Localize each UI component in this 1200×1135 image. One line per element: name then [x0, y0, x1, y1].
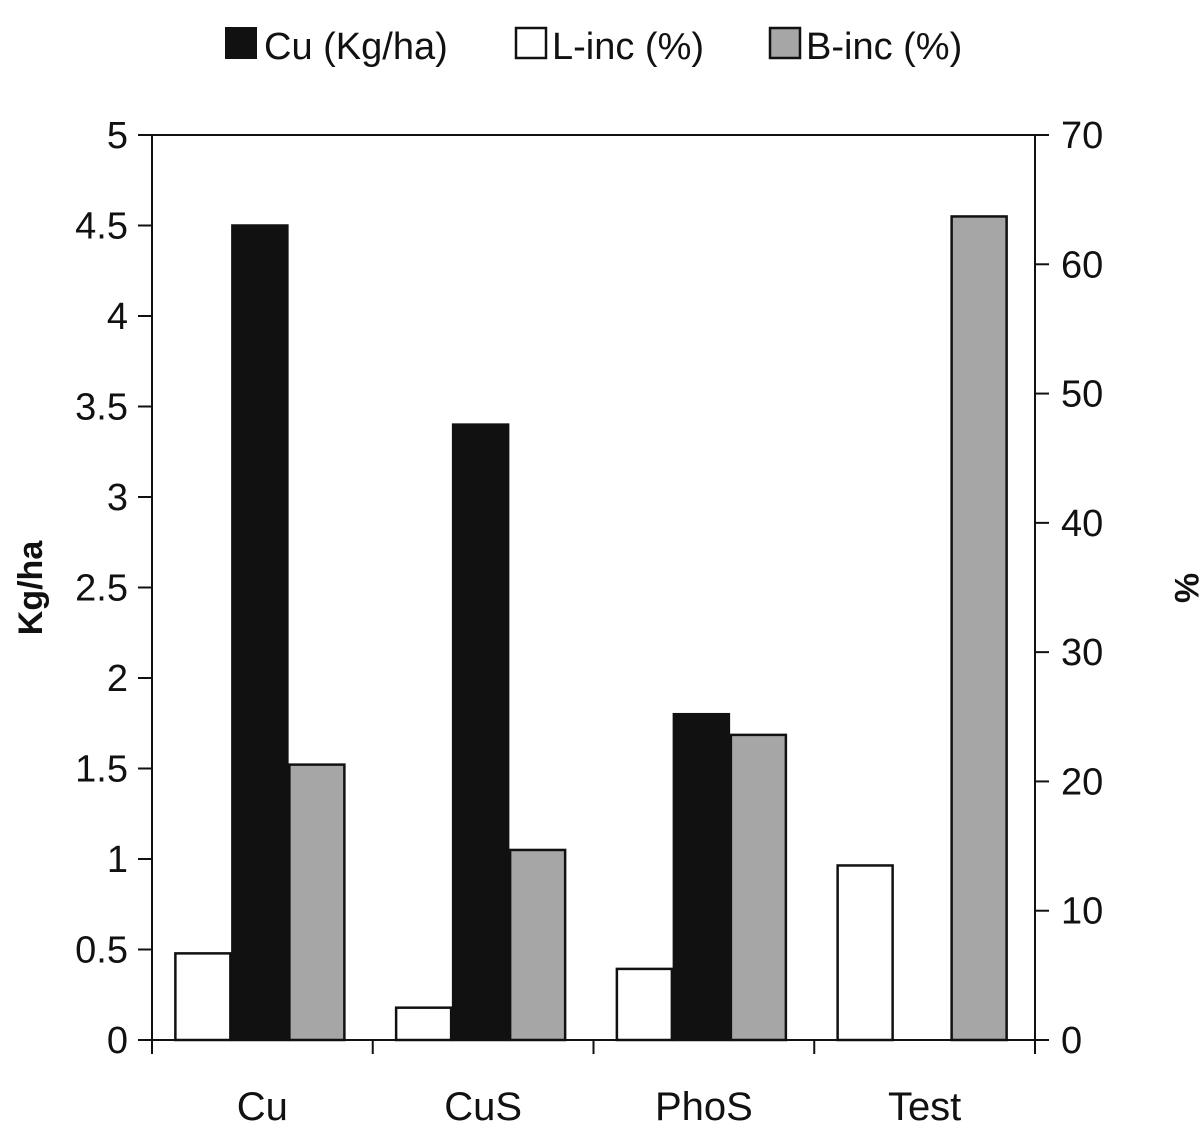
left-tick-label: 4: [107, 296, 128, 338]
right-tick-label: 10: [1061, 891, 1103, 933]
right-tick-label: 70: [1061, 115, 1103, 157]
right-tick-label: 20: [1061, 761, 1103, 803]
left-tick-label: 3: [107, 477, 128, 519]
legend-entry-l-inc: L-inc (%): [514, 26, 704, 68]
bar-b-inc-cus: [508, 848, 567, 1042]
bar-l-inc-phos: [615, 967, 674, 1042]
left-tick-label: 0.5: [75, 930, 128, 972]
left-tick-label: 1: [107, 839, 128, 881]
left-tick-label: 2: [107, 658, 128, 700]
bar-b-inc-test: [950, 215, 1008, 1042]
left-tick-label: 2.5: [75, 568, 128, 610]
bar-cu-cu: [231, 224, 289, 1042]
x-axis: Cu CuS PhoS Test: [151, 1040, 1036, 1129]
legend-swatch-l-inc: [514, 26, 548, 60]
left-axis-title: Kg/ha: [12, 540, 50, 636]
legend-swatch-b-inc: [768, 26, 802, 60]
left-tick-label: 3.5: [75, 387, 128, 429]
legend-label-b-inc: B-inc (%): [806, 26, 962, 68]
right-tick-label: 40: [1061, 503, 1103, 545]
legend-swatch-cu: [225, 27, 257, 59]
bars: [174, 215, 1008, 1042]
left-axis: 0 0.5 1 1.5 2 2.5 3 3.5 4 4.5 5: [75, 115, 152, 1062]
legend-label-cu: Cu (Kg/ha): [264, 26, 448, 68]
category-label-cu: Cu: [237, 1085, 288, 1129]
right-axis-title: %: [1167, 573, 1200, 603]
bar-cu-cus: [451, 423, 510, 1042]
left-tick-label: 1.5: [75, 749, 128, 791]
legend: Cu (Kg/ha) L-inc (%) B-inc (%): [225, 26, 962, 68]
left-tick-label: 0: [107, 1020, 128, 1062]
right-axis: 0 10 20 30 40 50 60 70: [1035, 115, 1103, 1062]
category-label-cus: CuS: [444, 1085, 522, 1129]
bar-b-inc-phos: [729, 733, 788, 1042]
bar-cu-phos: [672, 712, 731, 1042]
bar-b-inc-cu: [288, 763, 346, 1042]
right-tick-label: 50: [1061, 374, 1103, 416]
bar-l-inc-cus: [394, 1006, 453, 1042]
category-label-phos: PhoS: [655, 1085, 753, 1129]
right-tick-label: 60: [1061, 244, 1103, 286]
right-tick-label: 30: [1061, 632, 1103, 674]
bar-l-inc-cu: [174, 952, 232, 1042]
legend-label-l-inc: L-inc (%): [552, 26, 704, 68]
left-tick-label: 5: [107, 115, 128, 157]
legend-entry-b-inc: B-inc (%): [768, 26, 962, 68]
right-tick-label: 0: [1061, 1020, 1082, 1062]
left-tick-label: 4.5: [75, 206, 128, 248]
bar-l-inc-test: [836, 864, 894, 1042]
category-label-test: Test: [888, 1085, 961, 1129]
legend-entry-cu: Cu (Kg/ha): [225, 26, 448, 68]
